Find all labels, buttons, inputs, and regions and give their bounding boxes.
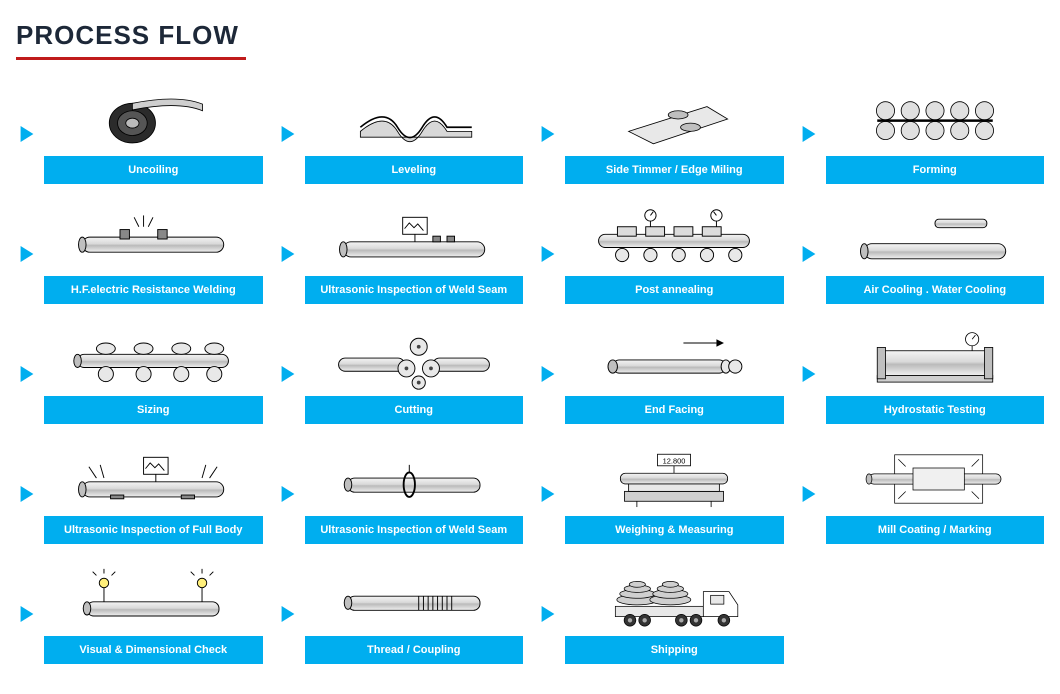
pipe-lights-icon [44, 564, 263, 634]
process-cell-ut-body: Ultrasonic Inspection of Full Body [16, 444, 263, 544]
flow-arrow-icon [16, 564, 38, 664]
process-step-visual: Visual & Dimensional Check [44, 564, 263, 664]
step-label: Side Timmer / Edge Miling [565, 156, 784, 184]
flow-arrow-icon [537, 84, 559, 184]
process-step-leveling: Leveling [305, 84, 524, 184]
flow-arrow-icon [798, 444, 820, 544]
process-step-coating: Mill Coating / Marking [826, 444, 1045, 544]
step-label: End Facing [565, 396, 784, 424]
process-cell-weigh: Weighing & Measuring [537, 444, 784, 544]
process-step-forming: Forming [826, 84, 1045, 184]
step-label: Post annealing [565, 276, 784, 304]
flow-arrow-icon [798, 204, 820, 304]
leveling-icon [305, 84, 524, 154]
pipe-plain-icon [826, 204, 1045, 274]
process-cell-shipping: Shipping [537, 564, 784, 664]
process-cell-hydro: Hydrostatic Testing [798, 324, 1045, 424]
process-step-ut-seam-1: Ultrasonic Inspection of Weld Seam [305, 204, 524, 304]
forming-icon [826, 84, 1045, 154]
process-step-shipping: Shipping [565, 564, 784, 664]
process-cell-cutting: Cutting [277, 324, 524, 424]
flow-arrow-icon [798, 84, 820, 184]
pipe-screen-sparks-icon [44, 444, 263, 514]
flow-arrow-icon [277, 84, 299, 184]
flow-arrow-icon [277, 564, 299, 664]
flow-arrow-icon [537, 444, 559, 544]
process-cell-cooling: Air Cooling . Water Cooling [798, 204, 1045, 304]
scale-icon [565, 444, 784, 514]
flow-arrow-icon [16, 204, 38, 304]
process-step-ut-body: Ultrasonic Inspection of Full Body [44, 444, 263, 544]
flow-arrow-icon [16, 444, 38, 544]
process-cell-edge-milling: Side Timmer / Edge Miling [537, 84, 784, 184]
process-grid: Uncoiling Leveling Side Timmer / Edge Mili… [16, 84, 1044, 664]
process-cell-coating: Mill Coating / Marking [798, 444, 1045, 544]
step-label: Thread / Coupling [305, 636, 524, 664]
step-label: Uncoiling [44, 156, 263, 184]
process-step-end-facing: End Facing [565, 324, 784, 424]
page-title: PROCESS FLOW [16, 20, 1044, 51]
process-cell-thread: Thread / Coupling [277, 564, 524, 664]
edge-icon [565, 84, 784, 154]
step-label: Mill Coating / Marking [826, 516, 1045, 544]
title-underline [16, 57, 246, 60]
step-label: Cutting [305, 396, 524, 424]
step-label: Ultrasonic Inspection of Weld Seam [305, 276, 524, 304]
process-cell-forming: Forming [798, 84, 1045, 184]
pipe-rollers-gauges-icon [565, 204, 784, 274]
pipe-thread-icon [305, 564, 524, 634]
coating-box-icon [826, 444, 1045, 514]
process-cell-ut-seam-2: Ultrasonic Inspection of Weld Seam [277, 444, 524, 544]
pipe-arrow-icon [565, 324, 784, 394]
process-step-ut-seam-2: Ultrasonic Inspection of Weld Seam [305, 444, 524, 544]
flow-arrow-icon [537, 204, 559, 304]
flow-arrow-icon [277, 324, 299, 424]
flow-arrow-icon [16, 324, 38, 424]
hydro-icon [826, 324, 1045, 394]
flow-arrow-icon [537, 324, 559, 424]
pipe-screen-icon [305, 204, 524, 274]
process-cell-hferw: H.F.electric Resistance Welding [16, 204, 263, 304]
step-label: Shipping [565, 636, 784, 664]
flow-arrow-icon [277, 204, 299, 304]
step-label: Ultrasonic Inspection of Weld Seam [305, 516, 524, 544]
process-cell-ut-seam-1: Ultrasonic Inspection of Weld Seam [277, 204, 524, 304]
process-step-thread: Thread / Coupling [305, 564, 524, 664]
pipe-ring-icon [305, 444, 524, 514]
coil-icon [44, 84, 263, 154]
step-label: Visual & Dimensional Check [44, 636, 263, 664]
step-label: Hydrostatic Testing [826, 396, 1045, 424]
process-step-hydro: Hydrostatic Testing [826, 324, 1045, 424]
flow-arrow-icon [16, 84, 38, 184]
pipe-sawblades-icon [305, 324, 524, 394]
step-label: Air Cooling . Water Cooling [826, 276, 1045, 304]
process-cell-sizing: Sizing [16, 324, 263, 424]
step-label: Forming [826, 156, 1045, 184]
pipe-rollers-icon [44, 324, 263, 394]
process-step-sizing: Sizing [44, 324, 263, 424]
flow-arrow-icon [537, 564, 559, 664]
pipe-sparks-icon [44, 204, 263, 274]
process-step-edge-milling: Side Timmer / Edge Miling [565, 84, 784, 184]
process-cell-leveling: Leveling [277, 84, 524, 184]
process-step-uncoiling: Uncoiling [44, 84, 263, 184]
step-label: Sizing [44, 396, 263, 424]
step-label: Ultrasonic Inspection of Full Body [44, 516, 263, 544]
truck-icon [565, 564, 784, 634]
process-step-hferw: H.F.electric Resistance Welding [44, 204, 263, 304]
process-cell-end-facing: End Facing [537, 324, 784, 424]
step-label: Weighing & Measuring [565, 516, 784, 544]
process-step-cooling: Air Cooling . Water Cooling [826, 204, 1045, 304]
process-cell-post-anneal: Post annealing [537, 204, 784, 304]
step-label: Leveling [305, 156, 524, 184]
process-step-weigh: Weighing & Measuring [565, 444, 784, 544]
step-label: H.F.electric Resistance Welding [44, 276, 263, 304]
process-step-cutting: Cutting [305, 324, 524, 424]
flow-arrow-icon [798, 324, 820, 424]
process-step-post-anneal: Post annealing [565, 204, 784, 304]
process-cell-visual: Visual & Dimensional Check [16, 564, 263, 664]
process-cell-uncoiling: Uncoiling [16, 84, 263, 184]
flow-arrow-icon [277, 444, 299, 544]
